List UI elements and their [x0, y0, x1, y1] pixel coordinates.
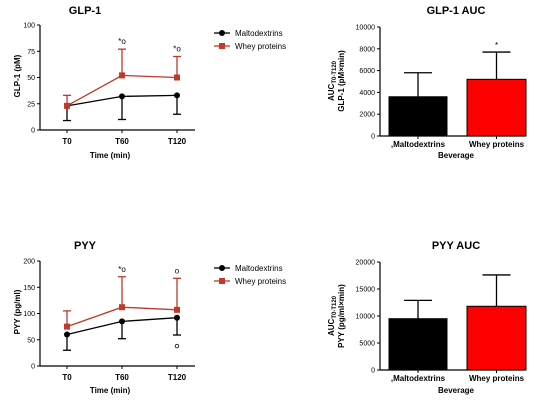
pyy-y-tick-label: 200 — [23, 259, 35, 266]
pyy-auc-x-tick-label: ,Maltodextrins — [391, 374, 446, 383]
glp1-significance-mark: *o — [118, 37, 126, 46]
pyy-point — [64, 323, 70, 330]
glp1-legend-label: Maltodextrins — [235, 29, 283, 38]
pyy-auc-bar — [466, 305, 527, 371]
pyy-x-axis-label: Time (min) — [90, 386, 131, 395]
glp1-auc-y-tick-label: 0 — [371, 134, 375, 141]
pyy-title: PYY — [74, 240, 97, 252]
pyy-y-axis-label: PYY (pg/ml) — [13, 289, 22, 334]
glp1-auc-y-tick-label: 8000 — [359, 46, 375, 53]
glp1-y-tick-label: 25 — [27, 101, 35, 108]
glp1-point — [119, 72, 125, 79]
pyy-auc-y-tick-label: 5000 — [359, 341, 375, 348]
pyy-point — [174, 314, 180, 321]
pyy-auc-x-axis-label: Beverage — [438, 386, 475, 395]
pyy-point — [119, 318, 125, 325]
glp1-y-axis-label: GLP-1 (pM) — [13, 54, 22, 97]
glp1-legend-marker — [219, 30, 225, 36]
pyy-y-tick-label: 100 — [23, 311, 35, 318]
pyy-y-tick-label: 0 — [31, 364, 35, 371]
pyy-legend-label: Whey proteins — [235, 277, 286, 286]
glp1-legend-label: Whey proteins — [235, 42, 286, 51]
glp1-auc-y-tick-label: 6000 — [359, 68, 375, 75]
glp1-x-axis-label: Time (min) — [90, 151, 131, 160]
glp1-auc-bar — [466, 78, 527, 137]
glp1-auc-y-tick-label: 2000 — [359, 112, 375, 119]
pyy-y-tick-label: 150 — [23, 285, 35, 292]
pyy-auc-y-axis-label-auc: AUCT0-T120 — [327, 295, 338, 336]
glp1-y-tick-label: 0 — [31, 128, 35, 135]
pyy-auc-y-tick-label: 0 — [371, 368, 375, 375]
glp1-x-tick-label: T0 — [62, 137, 72, 146]
glp1-y-tick-label: 100 — [23, 23, 35, 30]
pyy-legend-label: Maltodextrins — [235, 264, 283, 273]
pyy-auc-title: PYY AUC — [432, 240, 480, 252]
pyy-auc-bar-panel: PYY AUC AUCT0-T120 PYY (pg/ml×min) Bever… — [327, 240, 527, 395]
pyy-auc-y-axis-label: PYY (pg/ml×min) — [337, 284, 346, 348]
glp1-point — [64, 102, 70, 109]
glp1-auc-bar — [388, 96, 448, 137]
glp1-point — [174, 74, 180, 81]
glp1-auc-x-axis-label: Beverage — [438, 151, 475, 160]
glp1-auc-y-tick-label: 4000 — [359, 90, 375, 97]
pyy-point — [64, 331, 70, 338]
glp1-title: GLP-1 — [69, 5, 101, 17]
glp1-auc-y-axis-label: GLP-1 (pM×min) — [337, 50, 346, 112]
glp1-y-tick-label: 75 — [27, 49, 35, 56]
glp1-significance-mark: *o — [173, 45, 181, 54]
pyy-auc-y-tick-label: 10000 — [356, 314, 376, 321]
pyy-auc-y-tick-label: 20000 — [356, 260, 376, 267]
glp1-point — [119, 93, 125, 100]
pyy-significance-mark: o — [175, 266, 180, 275]
pyy-legend-marker — [219, 278, 225, 284]
glp1-auc-significance-mark: * — [495, 41, 498, 50]
glp1-auc-y-tick-label: 10000 — [356, 25, 376, 32]
glp1-y-tick-label: 50 — [27, 75, 35, 82]
pyy-point — [119, 304, 125, 311]
pyy-auc-x-tick-label: Whey proteins — [469, 374, 525, 383]
glp1-auc-y-axis-label-auc: AUCT0-T120 — [327, 60, 338, 101]
pyy-point — [174, 306, 180, 313]
pyy-outlier-point — [174, 343, 180, 349]
pyy-x-tick-label: T60 — [115, 373, 129, 382]
pyy-auc-y-tick-label: 15000 — [356, 287, 376, 294]
pyy-line-panel: PYY PYY (pg/ml) Time (min) 0 50 100 150 200 T… — [13, 240, 286, 395]
pyy-legend-marker — [219, 265, 225, 271]
glp1-line-panel: GLP-1 GLP-1 (pM) Time (min) 0 25 50 75 100 T0… — [13, 5, 286, 160]
glp1-x-tick-label: T120 — [168, 137, 187, 146]
pyy-auc-bar — [388, 318, 448, 371]
pyy-significance-mark: *o — [118, 265, 126, 274]
glp1-x-tick-label: T60 — [115, 137, 129, 146]
glp1-auc-x-tick-label: Whey proteins — [469, 140, 525, 149]
glp1-auc-x-tick-label: ,Maltodextrins — [391, 140, 446, 149]
pyy-x-tick-label: T120 — [168, 373, 187, 382]
glp1-auc-title: GLP-1 AUC — [427, 5, 486, 17]
glp1-legend-marker — [219, 43, 225, 49]
glp1-auc-bar-panel: GLP-1 AUC AUCT0-T120 GLP-1 (pM×min) Beve… — [327, 5, 527, 160]
glp1-point — [174, 92, 180, 99]
pyy-y-tick-label: 50 — [27, 337, 35, 344]
pyy-x-tick-label: T0 — [62, 373, 72, 382]
